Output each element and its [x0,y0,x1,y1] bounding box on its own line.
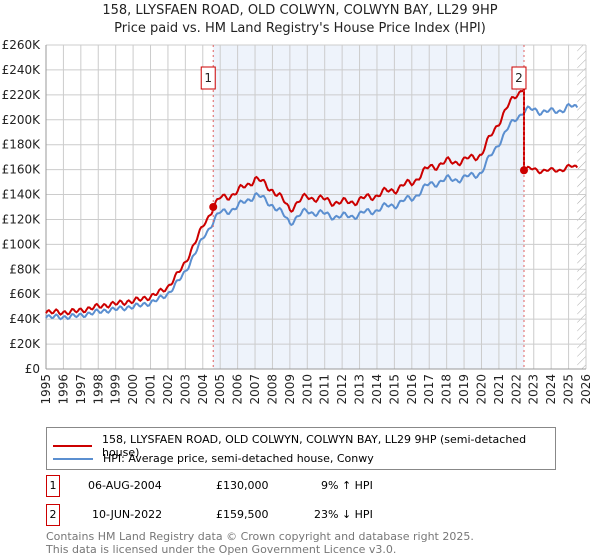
x-tick-label: 2022 [509,374,523,405]
x-tick-label: 2001 [144,374,158,405]
x-tick-label: 2003 [178,374,192,405]
x-tick-label: 2026 [579,374,593,405]
y-tick-label: £120K [2,212,42,226]
x-tick-label: 2016 [405,374,419,405]
x-tick-label: 2011 [318,374,332,405]
sale-label-box [200,66,216,90]
y-tick-label: £200K [2,113,42,127]
y-tick-label: £100K [2,237,42,251]
x-tick-label: 2009 [283,374,297,405]
x-tick-label: 2020 [474,374,488,405]
transaction-row: 1 06-AUG-2004 £130,000 9% ↑ HPI [46,475,600,497]
y-tick-label: £40K [9,312,41,326]
x-tick-label: 2007 [248,374,262,405]
transaction-hpi: 9% ↑ HPI [321,479,373,492]
y-tick-label: £20K [9,337,41,351]
x-tick-label: 2018 [440,374,454,405]
x-tick-label: 2006 [231,374,245,405]
y-tick-label: £220K [2,88,42,102]
sale-point [209,203,218,211]
transaction-date: 10-JUN-2022 [92,508,163,521]
x-tick-label: 2023 [527,374,541,405]
x-tick-label: 2013 [353,374,367,405]
x-tick-label: 2012 [335,374,349,405]
transaction-hpi: 23% ↓ HPI [314,508,373,521]
x-tick-label: 2021 [492,374,506,405]
y-tick-label: £240K [2,63,42,77]
legend-red-label: 158, LLYSFAEN ROAD, OLD COLWYN, COLWYN B… [101,433,527,459]
x-tick-label: 1998 [91,374,105,405]
x-tick-label: 1996 [56,374,70,405]
y-tick-label: £80K [9,262,41,276]
legend-blue-label: HPI: Average price, semi-detached house,… [103,452,374,465]
x-tick-label: 2014 [370,374,384,405]
x-tick-label: 2008 [265,374,279,405]
property-price-line [45,89,579,316]
y-tick-label: £140K [2,188,42,202]
shaded-ownership-period [213,45,524,369]
x-tick-label: 2005 [213,374,227,405]
sale-label-box [511,66,527,90]
transaction-badge: 1 [46,475,60,497]
x-tick-label: 2004 [196,374,210,405]
x-tick-label: 2000 [126,374,140,405]
x-tick-label: 2024 [544,374,558,405]
transaction-price: £130,000 [216,479,269,492]
x-tick-label: 2015 [387,374,401,405]
sale-label: 2 [515,71,523,85]
price-chart: 1995 1996 1997 1998 1999 2000 2001 2002 2003 2004… [2,38,593,405]
y-tick-label: £0 [25,362,40,376]
y-tick-label: £260K [2,38,42,52]
legend-blue-swatch [53,457,93,460]
y-tick-label: £160K [2,163,42,177]
x-tick-label: 1999 [109,374,123,405]
chart-subtitle: Price paid vs. HM Land Registry's House … [114,21,486,36]
sale-label: 1 [204,71,212,85]
sale-point [519,166,528,175]
legend: 158, LLYSFAEN ROAD, OLD COLWYN, COLWYN B… [46,427,556,470]
hpi-line [45,102,579,321]
x-tick-label: 1995 [39,374,53,405]
transaction-badge: 2 [46,504,60,526]
x-tick-label: 2019 [457,374,471,405]
transaction-row: 2 10-JUN-2022 £159,500 23% ↓ HPI [46,504,600,526]
x-tick-label: 2025 [562,374,576,405]
x-tick-label: 2010 [300,374,314,405]
legend-red-swatch [53,445,92,447]
x-tick-label: 2002 [161,374,175,405]
transaction-price: £159,500 [216,508,269,521]
x-tick-label: 1997 [74,374,88,405]
y-tick-label: £60K [9,287,41,301]
y-tick-label: £180K [2,138,42,152]
forecast-hatch [577,45,586,369]
footer-copyright: Contains HM Land Registry data © Crown c… [46,530,474,543]
transaction-date: 06-AUG-2004 [88,479,162,492]
chart-title: 158, LLYSFAEN ROAD, OLD COLWYN, COLWYN B… [102,3,498,18]
x-tick-label: 2017 [422,374,436,405]
footer-licence: This data is licensed under the Open Gov… [46,543,397,556]
